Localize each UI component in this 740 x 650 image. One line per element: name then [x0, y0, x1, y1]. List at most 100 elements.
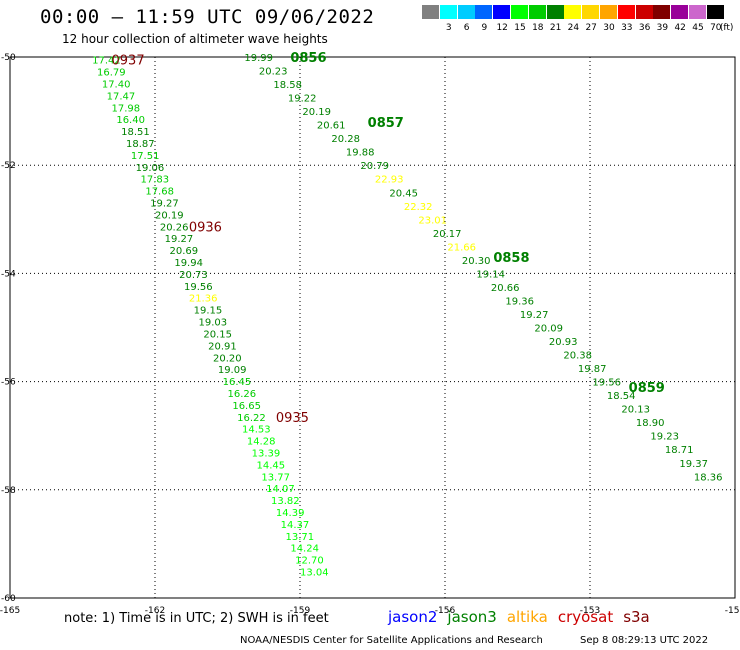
color-scale-label: 45 [692, 23, 704, 33]
y-tick-label: -60 [1, 594, 16, 604]
pass-time-label: 0859 [629, 381, 665, 396]
wave-height-label: 19.14 [476, 269, 505, 280]
color-scale-label: 3 [445, 23, 452, 33]
y-tick-label: -50 [1, 53, 16, 63]
x-tick-label: -153 [580, 606, 600, 616]
color-scale-cell [546, 5, 564, 19]
wave-height-label: 19.87 [578, 364, 607, 375]
wave-height-label: 20.93 [549, 337, 578, 348]
wave-height-label: 19.09 [218, 365, 247, 376]
wave-height-label: 20.28 [331, 134, 360, 145]
wave-height-label: 18.51 [121, 127, 150, 138]
color-scale-cell [511, 5, 528, 19]
wave-height-label: 20.30 [462, 256, 491, 267]
color-scale-cell [706, 5, 724, 19]
wave-height-label: 19.23 [650, 432, 679, 443]
wave-height-label: 20.69 [170, 246, 199, 257]
y-tick-label: -52 [1, 161, 16, 171]
wave-height-label: 19.99 [244, 53, 273, 64]
x-tick-label: -150 [725, 606, 740, 616]
wave-height-label: 18.71 [665, 445, 694, 456]
color-scale-cell [422, 5, 439, 19]
color-scale-cell [689, 5, 706, 19]
color-scale-cell [528, 5, 546, 19]
wave-height-label: 17.40 [102, 80, 131, 91]
wave-height-label: 18.36 [694, 472, 723, 483]
legend-entry: s3a [623, 608, 650, 626]
wave-height-label: 14.07 [266, 484, 295, 495]
wave-height-label: 21.66 [447, 242, 476, 253]
units-note: note: 1) Time is in UTC; 2) SWH is in fe… [64, 611, 329, 626]
wave-height-label: 19.27 [150, 199, 179, 210]
x-tick-label: -156 [435, 606, 456, 616]
wave-height-label: 18.58 [273, 80, 302, 91]
color-scale-cell [582, 5, 600, 19]
wave-height-label: 18.54 [607, 391, 636, 402]
pass-time-label: 0856 [290, 51, 326, 66]
y-tick-label: -56 [1, 378, 16, 388]
wave-height-label: 14.39 [276, 508, 305, 519]
wave-height-label: 17.42 [92, 56, 121, 67]
color-scale-label: 36 [638, 23, 651, 33]
color-scale-cell [564, 5, 582, 19]
color-scale-cell [439, 5, 457, 19]
color-scale-cell [457, 5, 475, 19]
wave-height-label: 19.37 [679, 459, 708, 470]
color-scale-cell [475, 5, 493, 19]
x-tick-label: -162 [145, 606, 165, 616]
wave-height-label: 17.98 [112, 103, 141, 114]
color-scale-label: 42 [674, 23, 686, 33]
wave-height-label: 16.79 [97, 68, 126, 79]
wave-height-label: 19.03 [199, 318, 228, 329]
wave-height-label: 14.28 [247, 437, 276, 448]
x-tick-label: -165 [0, 606, 20, 616]
wave-height-label: 16.65 [232, 401, 261, 412]
wave-height-label: 19.36 [505, 296, 534, 307]
pass-time-label: 0936 [189, 220, 222, 235]
color-scale-cell [671, 5, 689, 19]
color-scale-cell [653, 5, 671, 19]
color-scale-label: 18 [532, 23, 544, 33]
wave-height-label: 20.15 [203, 329, 232, 340]
wave-height-label: 13.39 [252, 448, 281, 459]
wave-height-label: 17.51 [131, 151, 160, 162]
color-scale-label: 39 [656, 23, 669, 33]
wave-height-label: 16.26 [228, 389, 257, 400]
color-scale-label: 9 [481, 23, 488, 33]
wave-height-label: 13.04 [300, 567, 329, 578]
color-scale-label: 30 [603, 23, 615, 33]
pass-time-label: 0935 [276, 411, 309, 426]
wave-height-label: 19.06 [136, 163, 165, 174]
wave-height-label: 20.73 [179, 270, 208, 281]
color-scale-label: 33 [621, 23, 633, 33]
wave-height-label: 17.47 [107, 91, 136, 102]
legend-entry: jason2 [388, 608, 438, 626]
color-scale-label: 21 [549, 23, 562, 33]
plot-frame [9, 56, 736, 599]
wave-height-label: 20.26 [160, 222, 189, 233]
credit-line: NOAA/NESDIS Center for Satellite Applica… [240, 635, 543, 646]
wave-height-label: 13.71 [286, 532, 315, 543]
wave-height-label: 20.17 [433, 229, 462, 240]
wave-height-label: 20.09 [534, 324, 563, 335]
wave-height-label: 14.45 [257, 460, 286, 471]
y-tick-label: -58 [1, 486, 16, 496]
pass-time-label: 0858 [493, 251, 529, 266]
wave-height-label: 17.68 [145, 187, 174, 198]
wave-height-label: 19.88 [346, 148, 375, 159]
wave-height-label: 20.20 [213, 353, 242, 364]
wave-height-label: 17.83 [141, 175, 170, 186]
color-scale-unit: (ft) [719, 23, 734, 33]
color-scale-cell [635, 5, 653, 19]
wave-height-label: 20.45 [389, 188, 418, 199]
generated-timestamp: Sep 8 08:29:13 UTC 2022 [580, 635, 709, 646]
wave-height-label: 19.94 [174, 258, 203, 269]
wave-height-label: 12.70 [295, 556, 324, 567]
wave-height-label: 20.13 [621, 405, 650, 416]
x-tick-label: -159 [290, 606, 311, 616]
wave-height-label: 16.40 [116, 115, 145, 126]
legend-entry: altika [506, 608, 548, 626]
y-tick-label: -54 [1, 269, 16, 279]
wave-height-label: 18.90 [636, 418, 665, 429]
